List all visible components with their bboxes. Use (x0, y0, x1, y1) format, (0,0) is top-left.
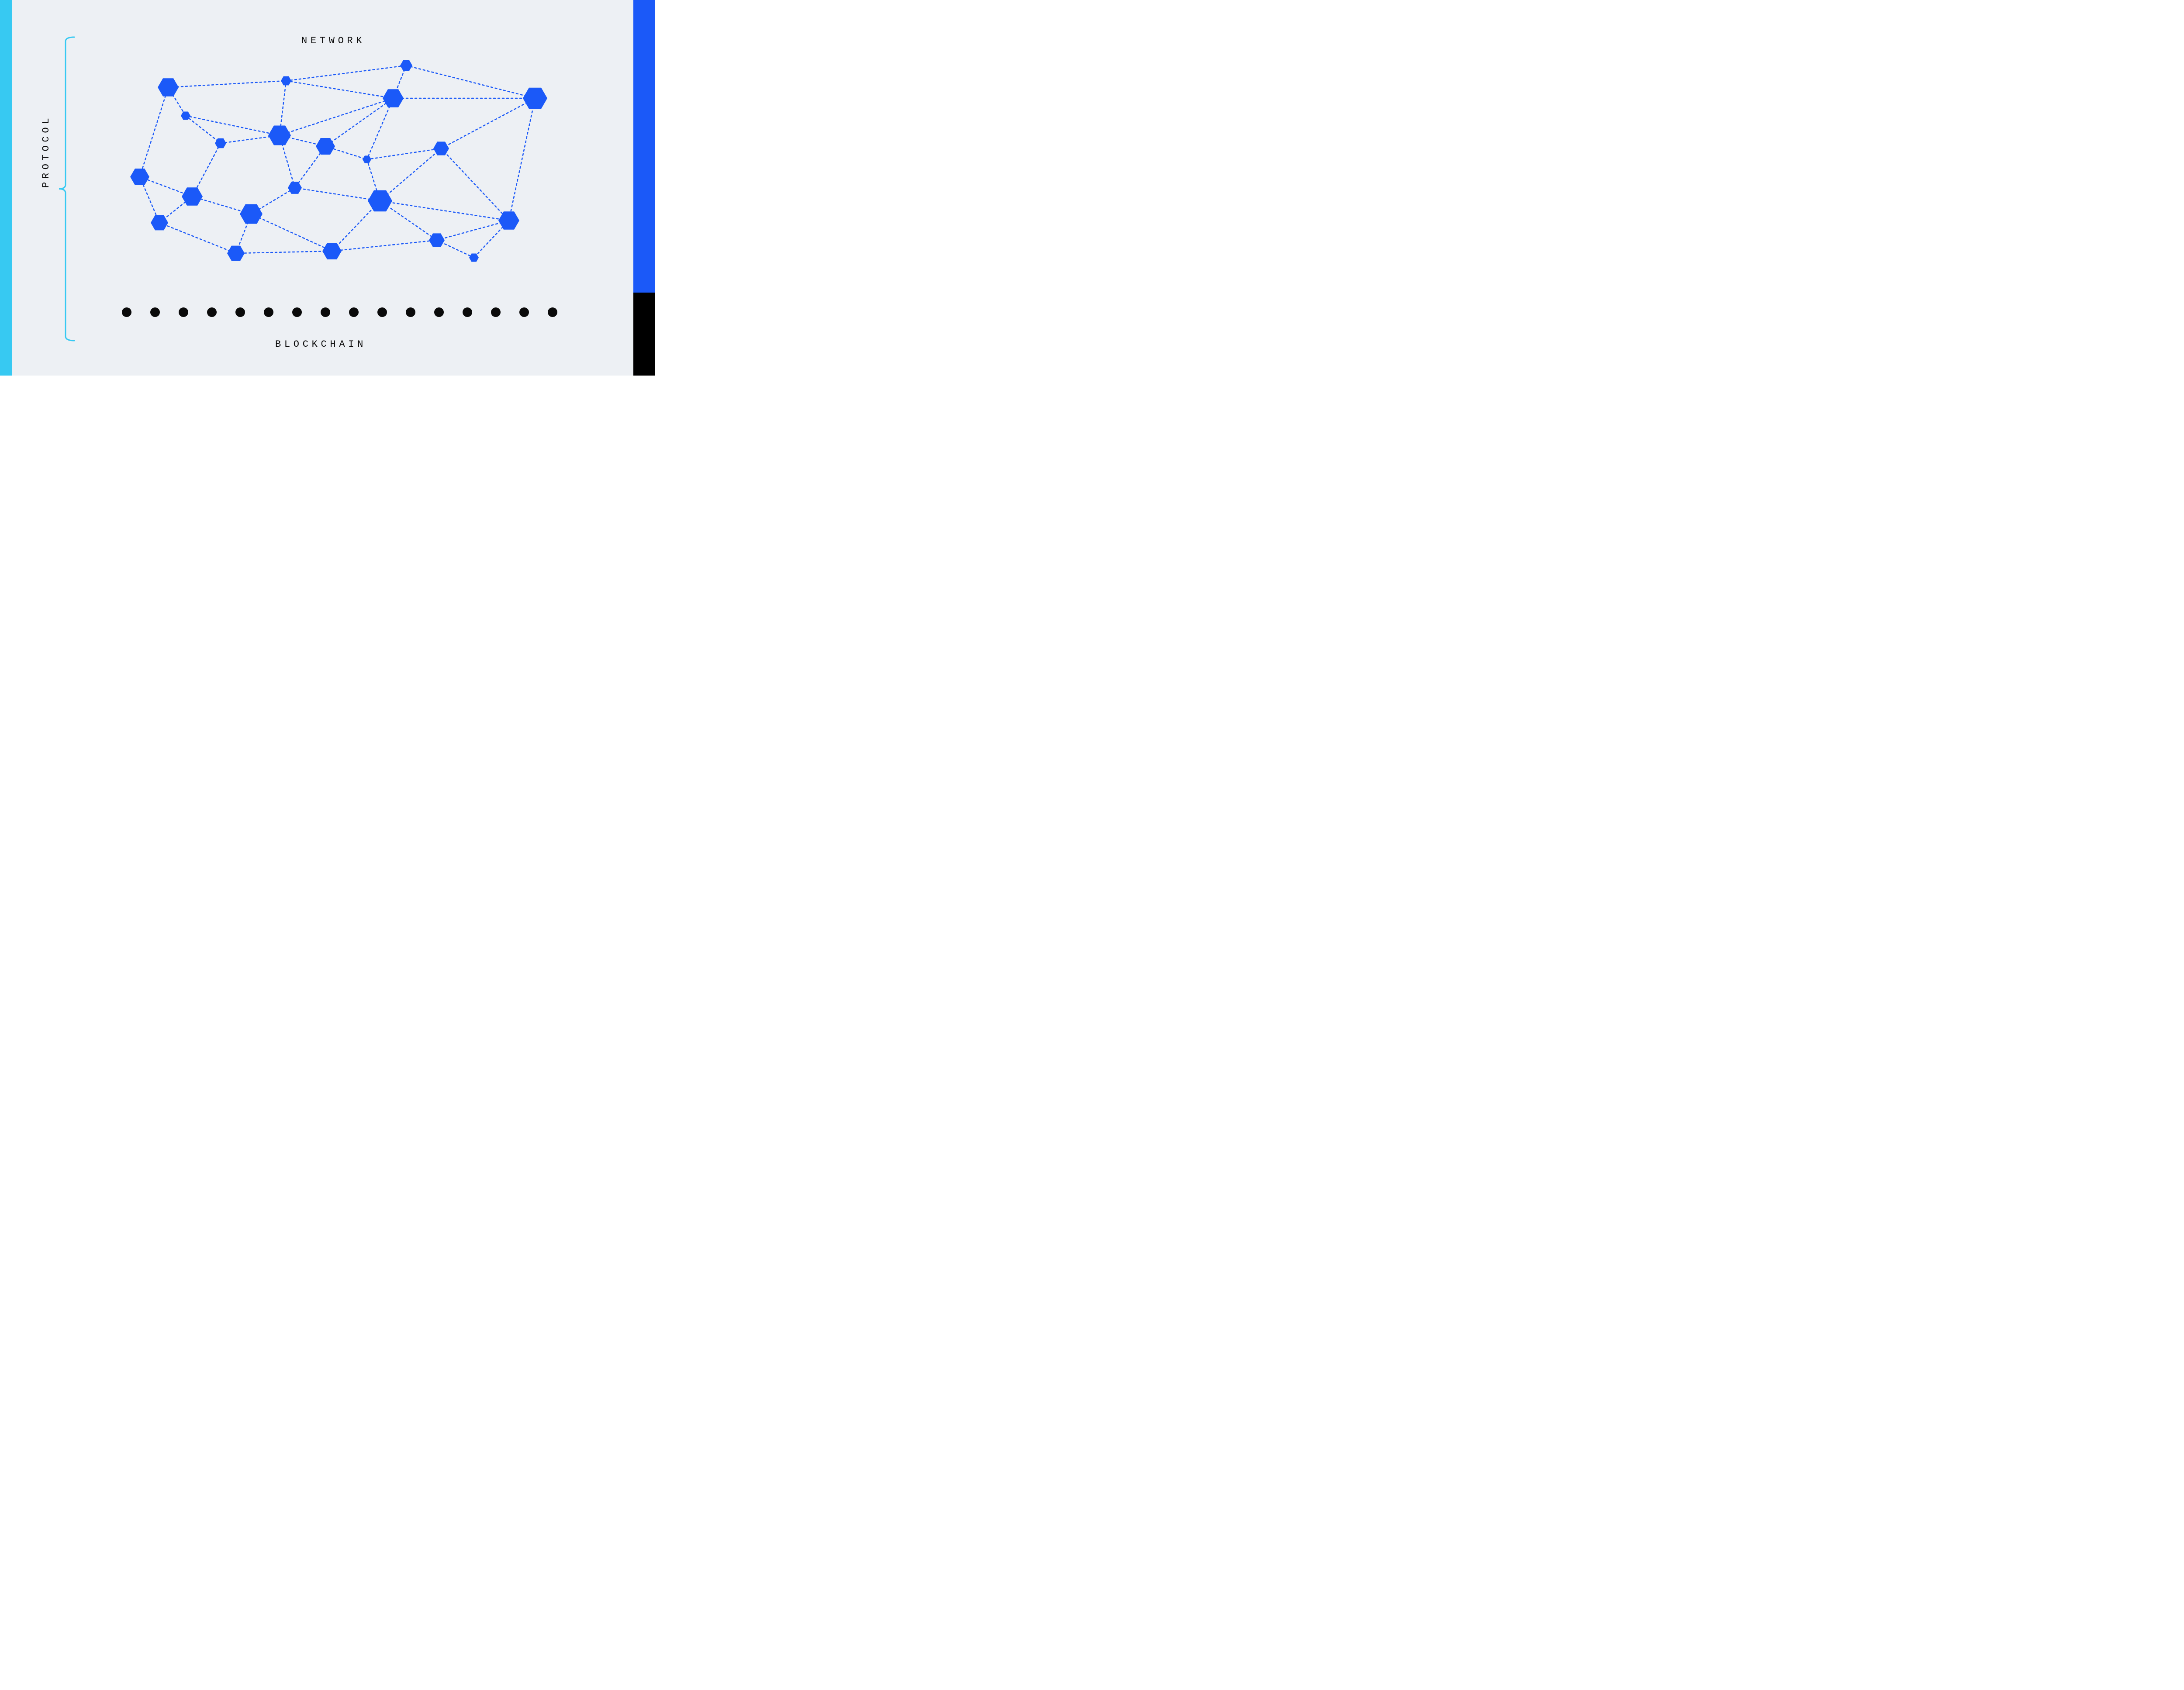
right-accent-bar-bottom (633, 293, 655, 376)
network-edge (236, 251, 332, 253)
diagram-stage: NETWORK BLOCKCHAIN PROTOCOL (0, 0, 655, 376)
network-node (240, 204, 263, 224)
network-node (227, 246, 245, 261)
blockchain-dot (292, 307, 302, 317)
protocol-bracket (59, 37, 74, 341)
blockchain-dot (179, 307, 188, 317)
network-edge (140, 87, 168, 177)
network-node (158, 78, 179, 97)
network-edge (251, 214, 332, 251)
network-node (469, 253, 479, 262)
network-node (400, 60, 412, 71)
blockchain-dot (377, 307, 387, 317)
right-accent-bar-top (633, 0, 655, 293)
network-node (363, 155, 371, 163)
blockchain-dot (434, 307, 444, 317)
blockchain-dot (548, 307, 557, 317)
blockchain-label: BLOCKCHAIN (275, 339, 366, 350)
network-edges (140, 66, 535, 258)
blockchain-dot (150, 307, 160, 317)
network-node (288, 182, 302, 194)
blockchain-dot (122, 307, 131, 317)
network-edge (168, 81, 286, 87)
network-node (433, 141, 449, 155)
network-label: NETWORK (301, 35, 365, 46)
blockchain-dot (519, 307, 529, 317)
network-edge (441, 98, 535, 148)
blockchain-dot (235, 307, 245, 317)
left-accent-bar (0, 0, 12, 376)
network-edge (509, 98, 535, 221)
network-edge (286, 66, 406, 81)
network-node (322, 243, 342, 259)
network-edge (295, 188, 380, 201)
network-nodes (130, 60, 547, 262)
network-edge (280, 98, 393, 135)
network-edge (286, 81, 393, 98)
network-node (429, 233, 445, 247)
network-edge (441, 148, 509, 221)
blockchain-dot-row (122, 307, 557, 317)
blockchain-dot (321, 307, 330, 317)
blockchain-dot (406, 307, 415, 317)
network-node (151, 215, 168, 231)
diagram-svg (0, 0, 655, 376)
blockchain-dot (349, 307, 359, 317)
network-edge (380, 201, 509, 221)
network-node (383, 89, 404, 107)
network-edge (437, 221, 509, 240)
network-edge (406, 66, 535, 98)
network-edge (159, 223, 236, 253)
network-edge (332, 240, 437, 251)
network-node (498, 211, 519, 230)
network-node (368, 190, 392, 212)
network-node (523, 88, 547, 109)
network-edge (367, 98, 393, 159)
protocol-label: PROTOCOL (41, 115, 52, 188)
blockchain-dot (491, 307, 501, 317)
network-node (281, 76, 291, 86)
network-edge (186, 116, 280, 135)
blockchain-dot (264, 307, 273, 317)
network-node (130, 169, 149, 185)
network-node (268, 125, 291, 145)
blockchain-dot (463, 307, 472, 317)
blockchain-dot (207, 307, 217, 317)
network-node (316, 138, 335, 155)
